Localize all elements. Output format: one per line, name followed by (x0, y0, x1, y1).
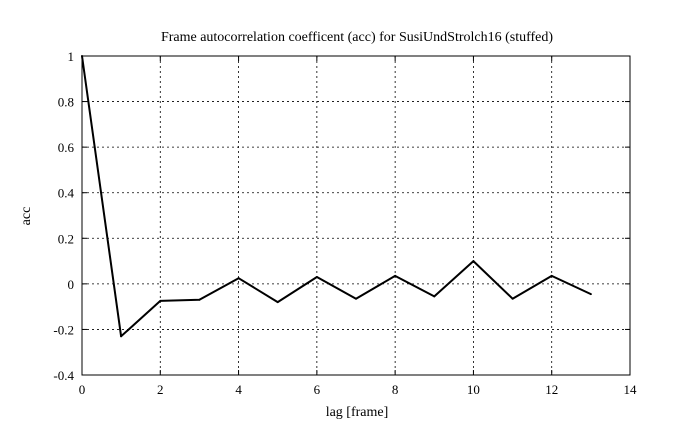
chart-title: Frame autocorrelation coefficent (acc) f… (161, 30, 553, 45)
data-point (237, 277, 240, 280)
y-tick-label: 1 (68, 49, 75, 64)
data-point (355, 297, 357, 300)
plot-frame (81, 55, 631, 376)
data-point (198, 298, 201, 301)
y-tick-label: 0.6 (58, 140, 75, 155)
ticks: 0 2 4 6 8 10 12 14 -0.4 -0.2 0 0.2 0.4 0.6 0.8 1 (53, 49, 637, 397)
data-point (394, 274, 397, 277)
series-line (81, 55, 592, 338)
data-point (315, 276, 318, 279)
grid (82, 56, 630, 375)
x-tick-label: 14 (624, 382, 638, 397)
y-tick-label: -0.2 (53, 322, 74, 337)
x-tick-label: 2 (157, 382, 164, 397)
data-point (159, 299, 162, 302)
y-tick-label: 0.8 (58, 95, 74, 110)
x-tick-label: 4 (235, 382, 242, 397)
data-point (433, 295, 436, 298)
data-point (550, 274, 553, 277)
y-tick-label: 0.4 (58, 186, 75, 201)
y-tick-label: 0.2 (58, 231, 74, 246)
x-tick-label: 10 (467, 382, 480, 397)
data-point (511, 297, 514, 300)
series-layer (81, 55, 592, 338)
data-point (120, 335, 123, 338)
data-point (276, 301, 279, 304)
x-tick-label: 6 (314, 382, 321, 397)
x-axis-label: lag [frame] (326, 405, 389, 420)
x-tick-label: 8 (392, 382, 399, 397)
y-tick-label: -0.4 (53, 368, 74, 383)
x-tick-label: 12 (545, 382, 558, 397)
data-point (589, 293, 592, 296)
data-point (472, 260, 475, 263)
y-axis-label: acc (19, 207, 34, 226)
y-tick-label: 0 (68, 277, 75, 292)
x-tick-label: 0 (79, 382, 86, 397)
